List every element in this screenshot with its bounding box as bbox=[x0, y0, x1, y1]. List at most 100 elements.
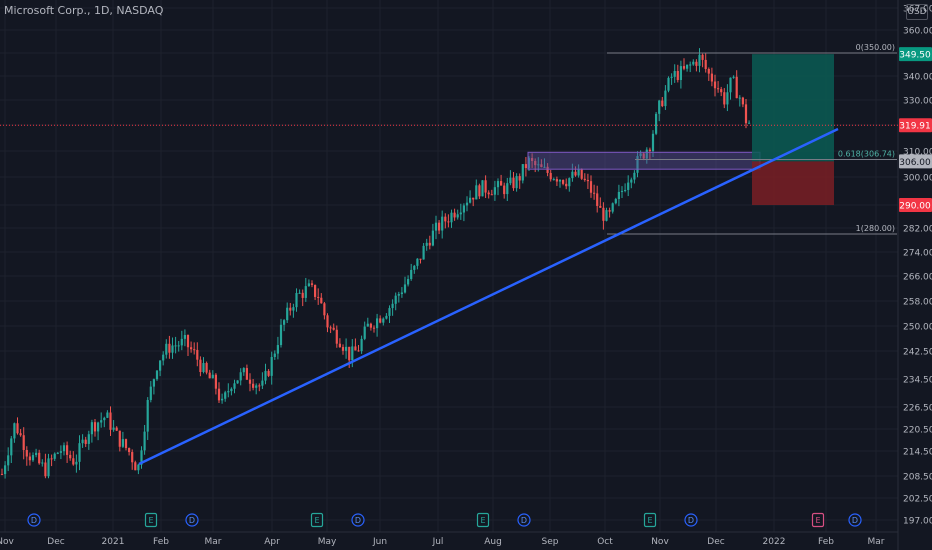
candle-body bbox=[655, 113, 658, 134]
candle-body bbox=[636, 156, 639, 173]
candle-body bbox=[121, 439, 124, 447]
candle-body bbox=[493, 187, 496, 195]
candle-body bbox=[651, 133, 655, 152]
candle-body bbox=[376, 318, 379, 329]
candle-body bbox=[66, 445, 69, 455]
candle-body bbox=[506, 183, 509, 195]
candle-body bbox=[710, 73, 713, 82]
y-tick-label: 226.50 bbox=[903, 404, 932, 414]
candle-body bbox=[620, 190, 624, 192]
candle-body bbox=[314, 284, 317, 297]
candle-body bbox=[444, 216, 447, 222]
candle-body bbox=[695, 61, 698, 66]
stop-price-label-bg bbox=[899, 198, 932, 212]
candle-body bbox=[369, 323, 372, 328]
candle-body bbox=[193, 349, 196, 351]
candle-body bbox=[307, 283, 310, 287]
candle-body bbox=[245, 368, 248, 380]
candle-body bbox=[348, 346, 351, 361]
candle-body bbox=[242, 368, 245, 373]
candle-body bbox=[236, 380, 239, 384]
currency-label[interactable]: USD bbox=[906, 4, 928, 20]
candle-body bbox=[177, 345, 180, 347]
candle-body bbox=[326, 315, 329, 328]
earnings-marker-label: E bbox=[480, 516, 485, 525]
candle-body bbox=[729, 77, 732, 93]
current-price-label: 319.91 bbox=[899, 122, 931, 132]
candle-body bbox=[25, 449, 28, 457]
target-zone bbox=[752, 54, 834, 162]
candle-body bbox=[558, 179, 562, 182]
y-tick-label: 214.50 bbox=[903, 448, 932, 458]
x-tick-label: Mar bbox=[205, 537, 222, 547]
candle-body bbox=[273, 353, 276, 357]
candle-body bbox=[4, 465, 7, 475]
candle-body bbox=[202, 363, 205, 372]
candle-body bbox=[143, 431, 146, 451]
target-price-label-bg bbox=[899, 47, 932, 62]
candle-body bbox=[704, 59, 707, 69]
x-tick-label: Oct bbox=[597, 537, 613, 547]
x-tick-label: Jun bbox=[372, 537, 387, 547]
candle-body bbox=[279, 324, 283, 346]
candle-body bbox=[673, 71, 676, 77]
candle-body bbox=[562, 179, 565, 184]
candle-body bbox=[667, 77, 670, 91]
y-tick-label: 310.00 bbox=[903, 148, 932, 158]
candle-body bbox=[286, 307, 289, 321]
candle-body bbox=[180, 338, 183, 346]
y-tick-label: 234.50 bbox=[903, 376, 932, 386]
candle-body bbox=[221, 398, 224, 401]
candle-body bbox=[78, 443, 81, 462]
candle-body bbox=[106, 412, 109, 418]
candle-body bbox=[661, 100, 664, 107]
earnings-marker-label: E bbox=[647, 516, 652, 525]
candle-body bbox=[583, 178, 586, 180]
candle-body bbox=[103, 417, 106, 421]
candle-body bbox=[465, 202, 469, 206]
candle-body bbox=[53, 453, 56, 459]
candle-body bbox=[22, 435, 25, 450]
y-tick-label: 266.00 bbox=[903, 273, 932, 283]
candle-body bbox=[478, 185, 481, 197]
x-tick-label: Aug bbox=[484, 537, 502, 547]
candle-body bbox=[35, 452, 38, 456]
candle-body bbox=[586, 179, 589, 182]
candle-body bbox=[713, 81, 717, 89]
candle-body bbox=[62, 445, 66, 452]
consolidation-box bbox=[527, 151, 761, 170]
candle-body bbox=[239, 372, 242, 381]
fib-level-label: 0(350.00) bbox=[856, 43, 895, 52]
x-tick-label: Feb bbox=[818, 537, 834, 547]
candle-body bbox=[726, 92, 729, 105]
candle-body bbox=[360, 338, 363, 352]
candle-body bbox=[44, 462, 47, 477]
candle-body bbox=[146, 399, 149, 432]
candle-body bbox=[304, 286, 307, 298]
candle-body bbox=[453, 212, 456, 218]
candle-body bbox=[521, 164, 524, 181]
y-tick-label: 258.00 bbox=[903, 298, 932, 308]
candle-body bbox=[152, 379, 155, 387]
candle-body bbox=[162, 354, 165, 361]
candle-body bbox=[689, 64, 692, 66]
candle-body bbox=[642, 153, 645, 159]
y-tick-label: 208.50 bbox=[903, 473, 932, 483]
candle-body bbox=[90, 422, 93, 435]
candle-body bbox=[410, 269, 413, 280]
candle-body bbox=[611, 203, 614, 212]
earnings-marker-label: E bbox=[148, 516, 153, 525]
y-tick-label: 202.50 bbox=[903, 495, 932, 505]
candle-body bbox=[81, 439, 84, 444]
candle-body bbox=[648, 149, 651, 152]
candle-body bbox=[472, 197, 475, 200]
candle-body bbox=[735, 76, 738, 99]
candle-body bbox=[41, 462, 44, 464]
x-tick-label: Apr bbox=[264, 537, 280, 547]
candle-body bbox=[124, 439, 128, 449]
candle-body bbox=[608, 210, 611, 212]
candle-body bbox=[744, 104, 748, 124]
candle-body bbox=[341, 347, 345, 351]
